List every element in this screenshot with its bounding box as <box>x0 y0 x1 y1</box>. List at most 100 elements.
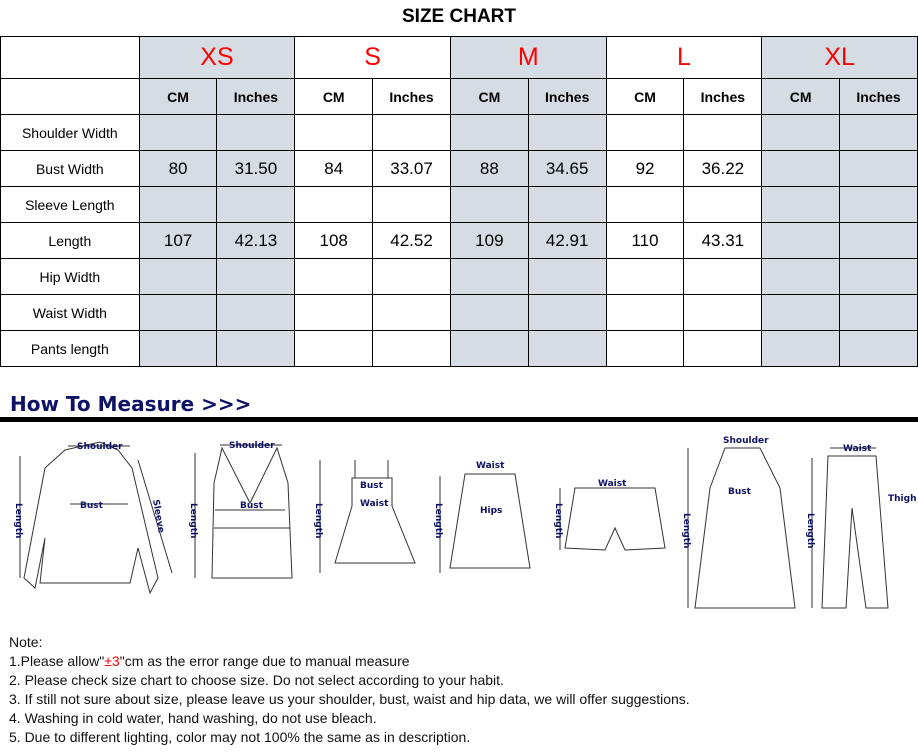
value-cell: 92 <box>605 150 685 187</box>
value-cell: 42.52 <box>372 222 451 259</box>
value-cell <box>138 294 218 331</box>
value-cell <box>372 294 451 331</box>
value-cell <box>839 294 918 331</box>
label-length: Length <box>433 503 443 538</box>
value-cell <box>138 330 218 367</box>
value-cell <box>216 114 296 151</box>
value-cell: 42.91 <box>527 222 607 259</box>
value-cell <box>839 114 918 151</box>
label-shoulder: Shoulder <box>229 441 275 451</box>
label-shoulder: Shoulder <box>723 436 769 446</box>
value-cell: 84 <box>294 150 374 187</box>
label-hips: Hips <box>480 506 502 516</box>
value-cell <box>605 294 685 331</box>
value-cell <box>216 330 296 367</box>
value-cell <box>683 258 763 295</box>
value-cell <box>839 186 918 223</box>
tank-top-diagram: Shoulder Bust Length <box>188 441 293 579</box>
value-cell <box>449 258 529 295</box>
value-cell <box>683 186 763 223</box>
value-cell <box>372 258 451 295</box>
label-bust: Bust <box>728 487 752 497</box>
note-1-post: "cm as the error range due to manual mea… <box>119 653 410 669</box>
unit-header: CM <box>449 78 529 115</box>
value-cell <box>605 114 685 151</box>
value-cell <box>761 222 841 259</box>
value-cell <box>527 258 607 295</box>
label-length: Length <box>805 513 815 548</box>
label-waist: Waist <box>360 499 389 509</box>
value-cell <box>294 294 374 331</box>
value-cell: 31.50 <box>216 150 296 187</box>
table-row: Shoulder Width <box>0 114 918 151</box>
value-cell <box>605 330 685 367</box>
label-thigh: Thigh <box>888 494 916 504</box>
label-length: Length <box>681 513 691 548</box>
label-length: Length <box>553 503 563 538</box>
value-cell <box>683 294 763 331</box>
table-row: Bust Width 80 31.50 84 33.07 88 34.65 92 36.22 <box>0 150 918 187</box>
label-waist: Waist <box>598 479 627 489</box>
dress-diagram: Bust Waist Length <box>313 460 416 573</box>
label-length: Length <box>188 503 198 538</box>
value-cell: 42.13 <box>216 222 296 259</box>
label-sleeve: Sleeve <box>150 499 166 534</box>
value-cell <box>138 114 218 151</box>
value-cell: 110 <box>605 222 685 259</box>
value-cell: 108 <box>294 222 374 259</box>
label-shoulder: Shoulder <box>77 442 123 452</box>
value-cell <box>138 186 218 223</box>
value-cell: 107 <box>138 222 218 259</box>
value-cell <box>372 114 451 151</box>
value-cell <box>294 114 374 151</box>
unit-header: Inches <box>527 78 607 115</box>
value-cell <box>372 330 451 367</box>
note-4: 4. Washing in cold water, hand washing, … <box>9 710 377 726</box>
table-row: Sleeve Length <box>0 186 918 223</box>
notes: Note: 1.Please allow"±3"cm as the error … <box>9 633 690 747</box>
label-bust: Bust <box>240 501 264 511</box>
value-cell <box>683 330 763 367</box>
unit-header: Inches <box>839 78 918 115</box>
unit-header: CM <box>605 78 685 115</box>
value-cell <box>839 258 918 295</box>
value-cell <box>761 330 841 367</box>
note-2: 2. Please check size chart to choose siz… <box>9 672 504 688</box>
value-cell <box>294 186 374 223</box>
value-cell <box>527 114 607 151</box>
value-cell <box>294 258 374 295</box>
value-cell <box>839 330 918 367</box>
coat-diagram: Shoulder Bust Length <box>681 436 796 609</box>
note-3: 3. If still not sure about size, please … <box>9 691 690 707</box>
unit-header-row: CM Inches CM Inches CM Inches CM Inches CM Inches <box>0 78 918 115</box>
value-cell <box>761 294 841 331</box>
size-header-l: L <box>605 36 763 79</box>
measurement-label: Length <box>0 222 140 259</box>
value-cell <box>839 150 918 187</box>
value-cell <box>527 294 607 331</box>
value-cell <box>527 330 607 367</box>
value-cell <box>683 114 763 151</box>
blouse-diagram: Shoulder Bust Length Sleeve <box>13 441 173 595</box>
value-cell <box>839 222 918 259</box>
value-cell <box>605 186 685 223</box>
label-length: Length <box>313 503 323 538</box>
value-cell <box>449 186 529 223</box>
label-waist: Waist <box>476 461 505 471</box>
label-bust: Bust <box>360 481 384 491</box>
corner-cell <box>0 36 140 79</box>
table-row: Waist Width <box>0 294 918 331</box>
label-bust: Bust <box>80 501 104 511</box>
value-cell: 88 <box>449 150 529 187</box>
value-cell <box>449 294 529 331</box>
value-cell <box>216 258 296 295</box>
measurement-label: Hip Width <box>0 258 140 295</box>
value-cell: 36.22 <box>683 150 763 187</box>
value-cell <box>216 186 296 223</box>
size-header-xs: XS <box>138 36 296 79</box>
value-cell: 80 <box>138 150 218 187</box>
notes-heading: Note: <box>9 634 43 650</box>
value-cell: 109 <box>449 222 529 259</box>
corner-cell <box>0 78 140 115</box>
skirt-diagram: Waist Hips Length <box>433 461 531 573</box>
